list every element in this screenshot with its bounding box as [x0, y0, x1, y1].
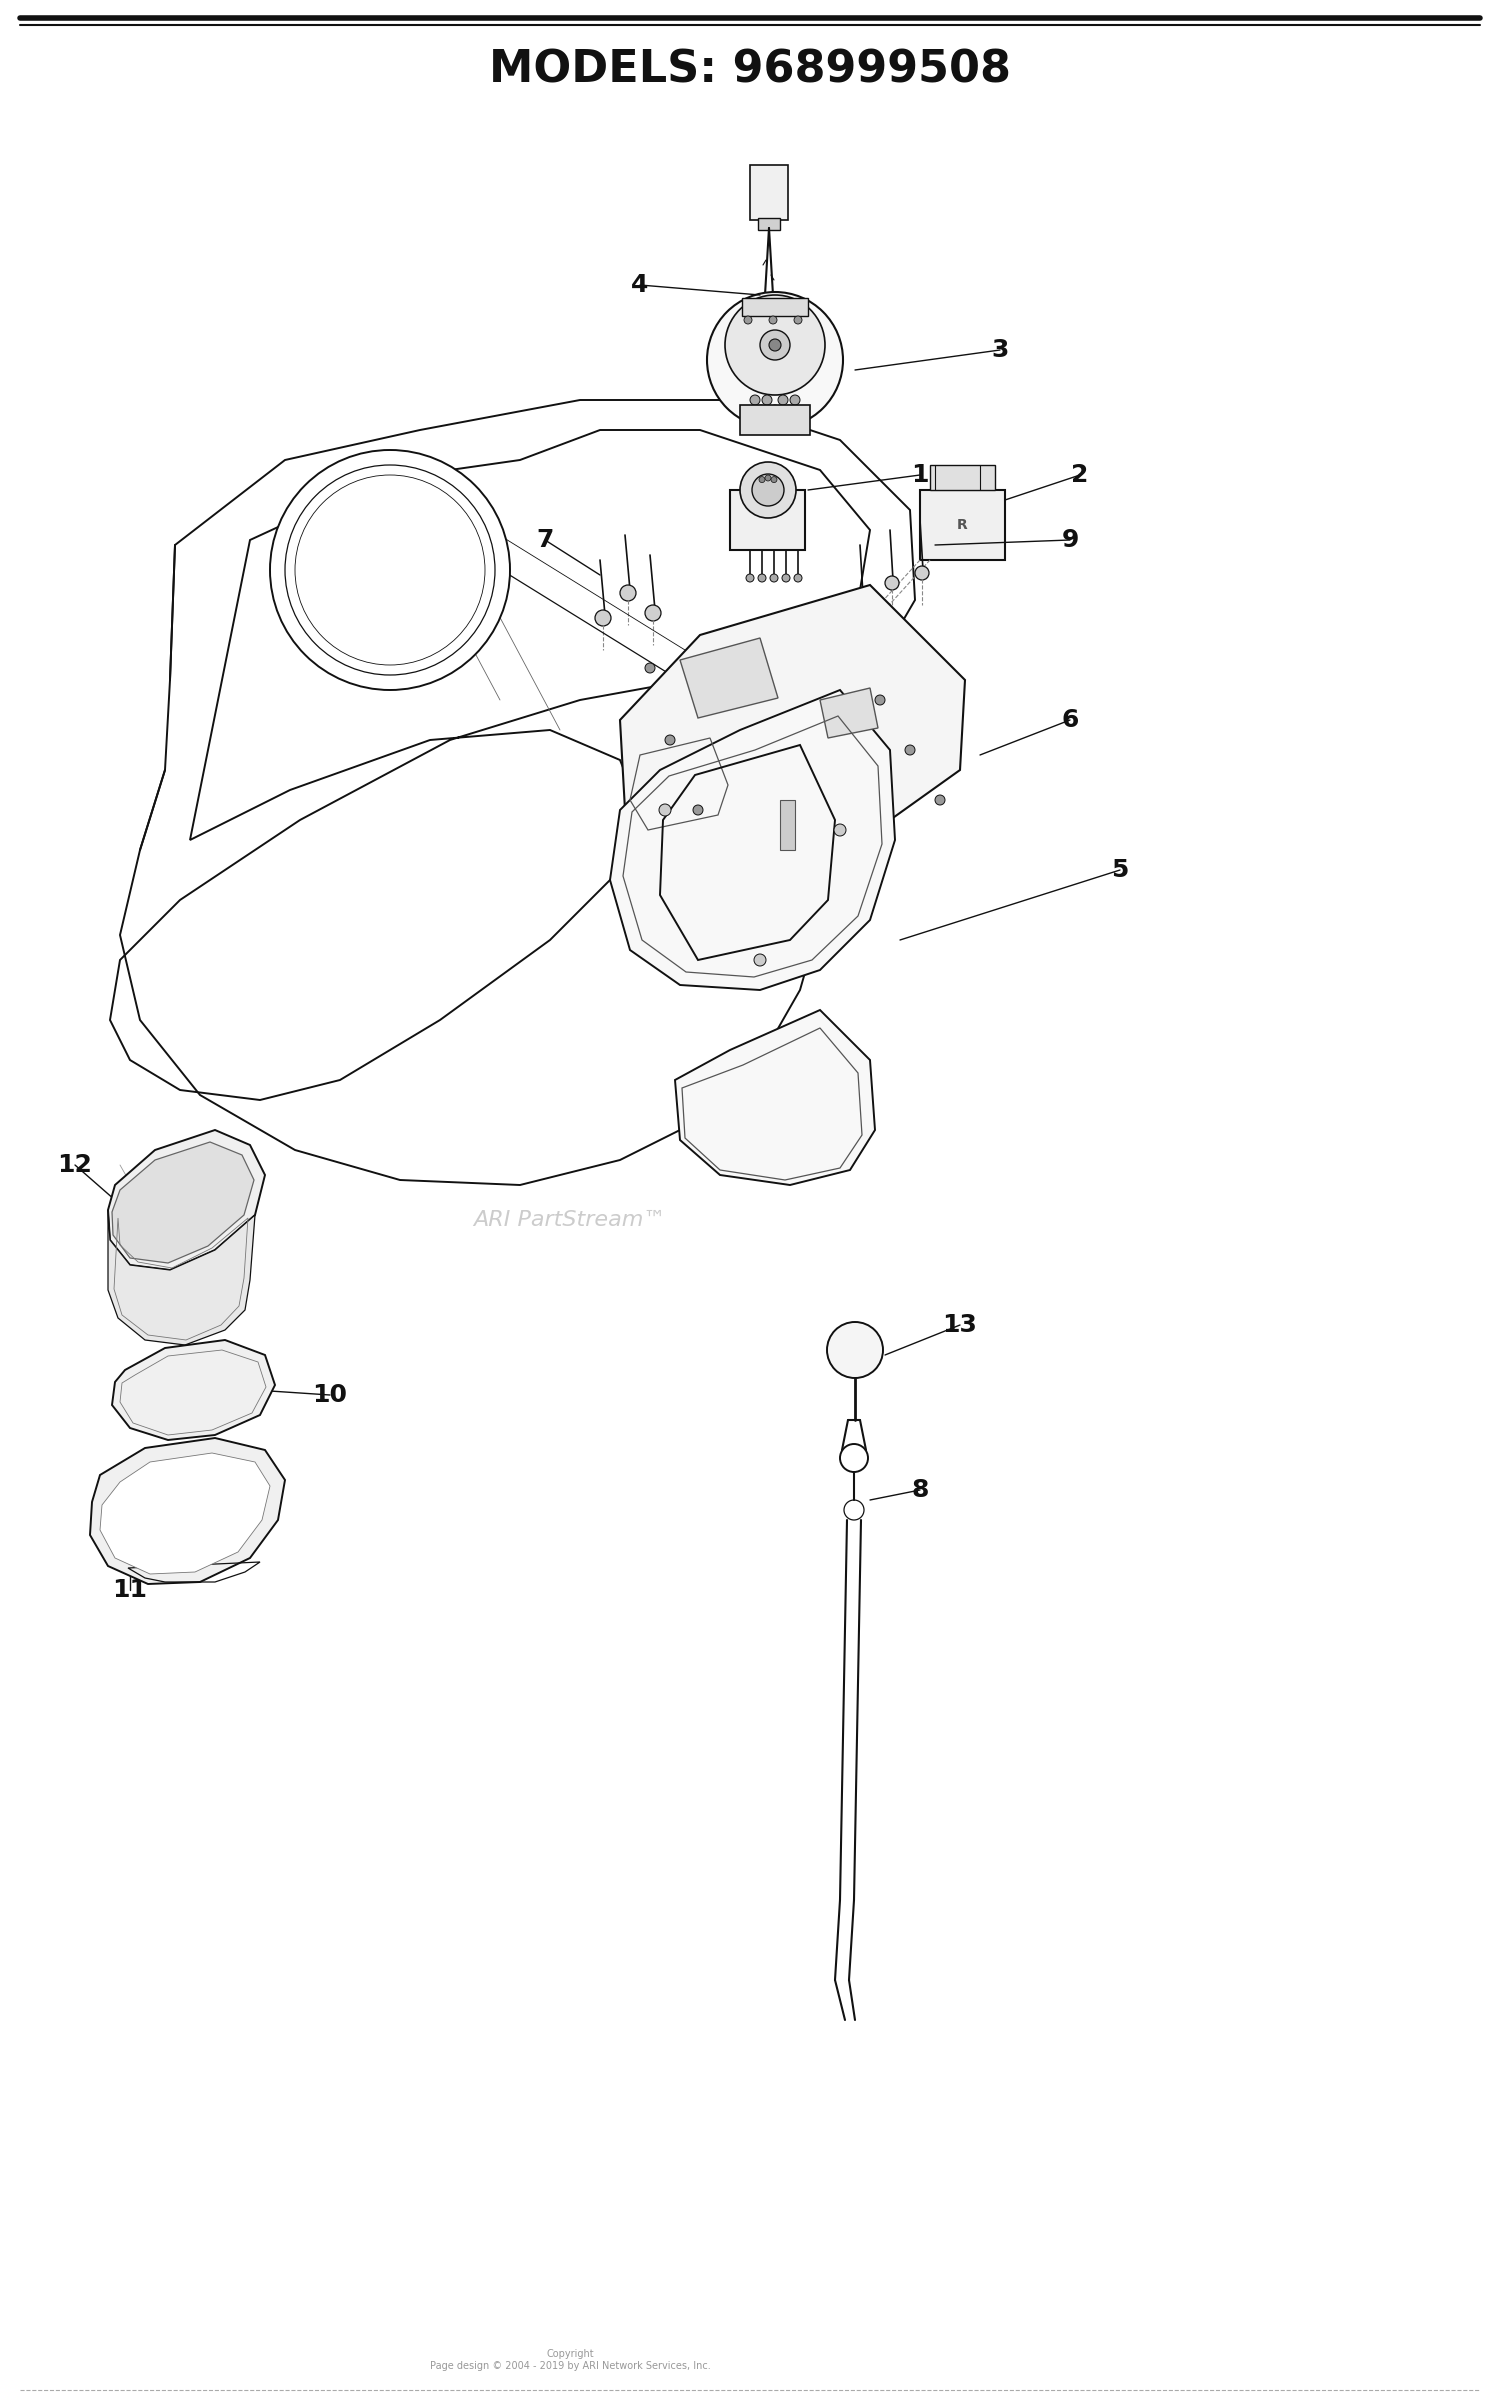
Circle shape — [834, 823, 846, 835]
Polygon shape — [610, 691, 896, 991]
Polygon shape — [120, 401, 915, 1185]
Circle shape — [934, 794, 945, 806]
Circle shape — [770, 405, 780, 415]
Bar — [750, 166, 788, 221]
Text: 9: 9 — [1062, 528, 1078, 552]
Polygon shape — [680, 638, 778, 717]
Circle shape — [874, 696, 885, 705]
Circle shape — [645, 662, 656, 674]
Circle shape — [746, 573, 754, 583]
Circle shape — [790, 396, 800, 405]
Text: 7: 7 — [537, 528, 554, 552]
Bar — [730, 489, 806, 549]
Bar — [780, 799, 795, 849]
Polygon shape — [112, 1142, 254, 1262]
Circle shape — [754, 955, 766, 967]
Circle shape — [778, 396, 788, 405]
Polygon shape — [675, 1010, 874, 1185]
Text: 11: 11 — [112, 1579, 147, 1603]
Text: 13: 13 — [942, 1312, 978, 1336]
Text: Copyright
Page design © 2004 - 2019 by ARI Network Services, Inc.: Copyright Page design © 2004 - 2019 by A… — [429, 2349, 711, 2370]
Text: ARI PartStream™: ARI PartStream™ — [474, 1209, 666, 1231]
Circle shape — [724, 295, 825, 396]
Circle shape — [693, 806, 703, 816]
Circle shape — [855, 590, 868, 605]
Circle shape — [770, 573, 778, 583]
Polygon shape — [108, 1209, 255, 1346]
Circle shape — [759, 477, 765, 482]
Bar — [740, 405, 810, 434]
Circle shape — [794, 317, 802, 324]
Bar — [742, 297, 808, 317]
Bar — [758, 218, 780, 230]
Circle shape — [664, 734, 675, 746]
Polygon shape — [90, 1437, 285, 1583]
Circle shape — [658, 804, 670, 816]
Bar — [920, 489, 1005, 559]
Circle shape — [750, 396, 760, 405]
Text: 5: 5 — [1112, 859, 1128, 883]
Circle shape — [827, 1322, 884, 1377]
Circle shape — [782, 573, 790, 583]
Circle shape — [744, 317, 752, 324]
Circle shape — [270, 451, 510, 691]
Circle shape — [770, 338, 782, 350]
Text: 6: 6 — [1062, 708, 1078, 732]
Circle shape — [756, 405, 766, 415]
Circle shape — [765, 475, 771, 482]
Circle shape — [771, 477, 777, 482]
Circle shape — [904, 746, 915, 756]
Circle shape — [752, 475, 784, 506]
Text: 2: 2 — [1071, 463, 1089, 487]
Circle shape — [770, 317, 777, 324]
Circle shape — [706, 293, 843, 427]
Text: 1: 1 — [910, 463, 928, 487]
Circle shape — [596, 609, 610, 626]
Polygon shape — [112, 1341, 274, 1439]
Bar — [930, 465, 994, 489]
Polygon shape — [100, 1454, 270, 1574]
Text: 8: 8 — [912, 1478, 928, 1502]
Text: 4: 4 — [632, 273, 648, 297]
Circle shape — [794, 573, 802, 583]
Text: 3: 3 — [992, 338, 1008, 362]
Circle shape — [758, 573, 766, 583]
Text: R: R — [957, 518, 968, 533]
Circle shape — [762, 396, 772, 405]
Circle shape — [645, 605, 662, 621]
Polygon shape — [821, 689, 878, 739]
Circle shape — [740, 463, 796, 518]
Circle shape — [915, 566, 928, 581]
Polygon shape — [108, 1130, 266, 1269]
Text: 12: 12 — [57, 1154, 93, 1178]
Polygon shape — [620, 585, 964, 859]
Text: 10: 10 — [312, 1382, 348, 1406]
Circle shape — [885, 576, 898, 590]
Circle shape — [784, 405, 794, 415]
Circle shape — [760, 331, 790, 360]
Text: MODELS: 968999508: MODELS: 968999508 — [489, 48, 1011, 91]
Circle shape — [620, 585, 636, 602]
